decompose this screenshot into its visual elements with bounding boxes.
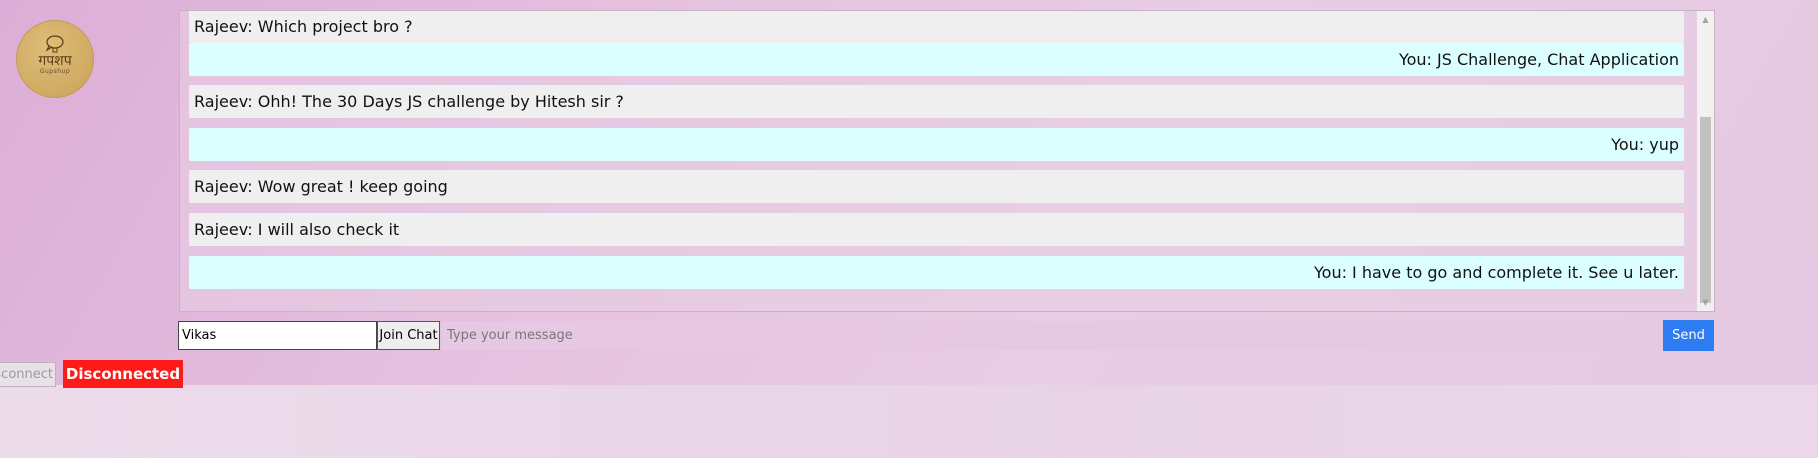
logo-title: गपशप — [38, 53, 72, 69]
chat-message-text: Rajeev: Which project bro ? — [194, 17, 413, 36]
message-input[interactable] — [441, 321, 1663, 350]
chat-message: You: I have to go and complete it. See u… — [189, 256, 1684, 289]
chat-message-text: Rajeev: I will also check it — [194, 220, 400, 239]
logo-subtitle: Gupshup — [39, 68, 71, 75]
chat-message: You: yup — [189, 128, 1684, 161]
lightbulb-speech-icon — [45, 35, 64, 53]
app-logo: गपशप Gupshup — [16, 20, 94, 98]
scrollbar-thumb[interactable] — [1700, 117, 1711, 303]
chat-message-text: You: yup — [1611, 135, 1679, 154]
send-button[interactable]: Send — [1663, 320, 1714, 351]
scroll-up-arrow-icon[interactable]: ▲ — [1702, 15, 1709, 24]
chat-message: You: JS Challenge, Chat Application — [189, 43, 1684, 76]
page-footer-background — [0, 385, 1818, 458]
chat-message-text: You: JS Challenge, Chat Application — [1398, 50, 1679, 69]
chat-messages-panel[interactable]: Rajeev: Which project bro ? You: JS Chal… — [179, 10, 1715, 312]
chat-message: Rajeev: Wow great ! keep going — [189, 170, 1684, 203]
chat-message: Rajeev: Which project bro ? — [189, 11, 1684, 43]
chat-message: Rajeev: Ohh! The 30 Days JS challenge by… — [189, 85, 1684, 118]
chat-message-text: You: I have to go and complete it. See u… — [1314, 263, 1679, 282]
chat-message: Rajeev: I will also check it — [189, 213, 1684, 246]
chat-scrollbar[interactable]: ▲ ▼ — [1697, 11, 1714, 311]
chat-message-text: Rajeev: Wow great ! keep going — [194, 177, 448, 196]
chat-message-text: Rajeev: Ohh! The 30 Days JS challenge by… — [194, 92, 624, 111]
scroll-down-arrow-icon[interactable]: ▼ — [1702, 298, 1709, 307]
username-input[interactable] — [178, 321, 377, 350]
connection-status-badge: Disconnected — [63, 360, 183, 388]
disconnect-button[interactable]: Disconnect — [0, 362, 56, 387]
join-chat-button[interactable]: Join Chat — [377, 321, 440, 350]
